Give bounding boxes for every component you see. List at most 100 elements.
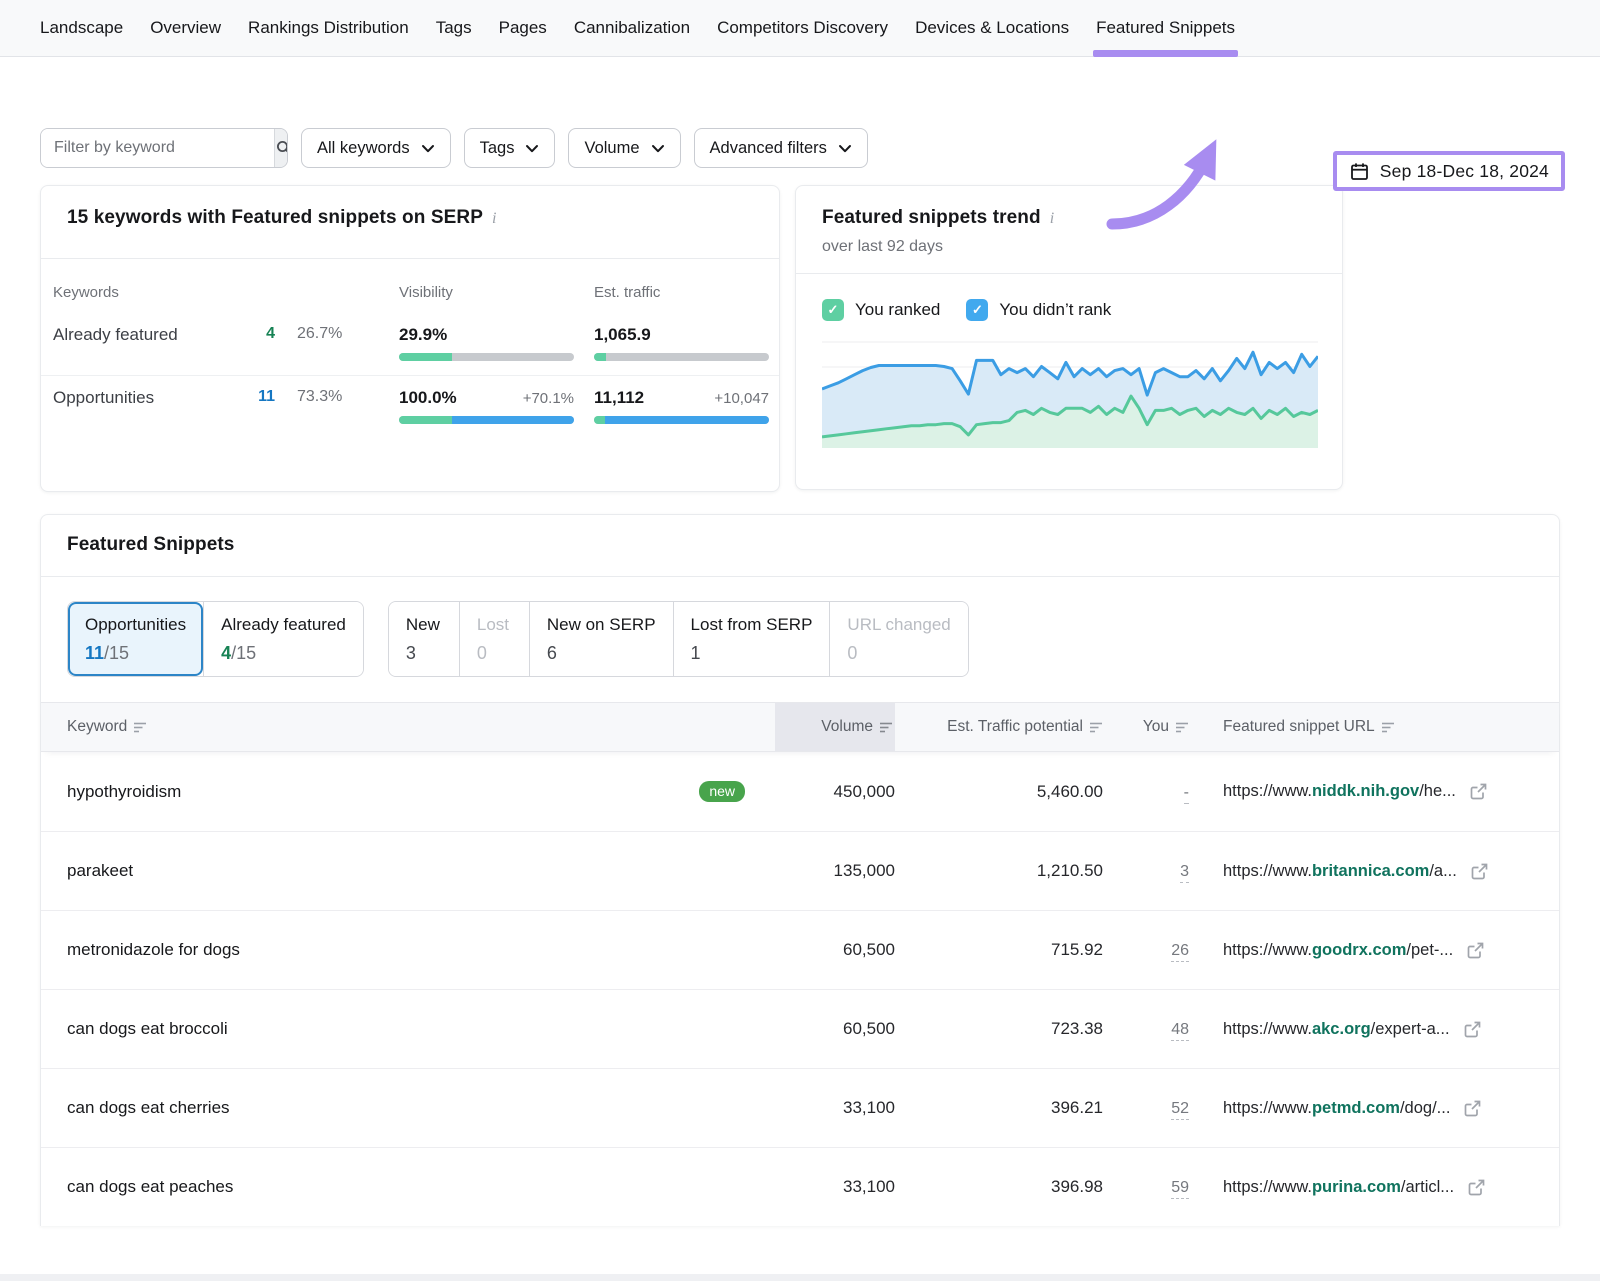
url-domain-link[interactable]: britannica.com (1312, 862, 1429, 881)
nav-featured-snippets-label: Featured Snippets (1096, 18, 1235, 37)
nav-devices-locations[interactable]: Devices & Locations (915, 18, 1069, 38)
new-badge: new (699, 781, 745, 802)
col-header-keyword[interactable]: Keyword (41, 703, 775, 751)
you-position-link[interactable]: 26 (1171, 942, 1189, 962)
you-position-link[interactable]: 52 (1171, 1100, 1189, 1120)
nav-cannibalization[interactable]: Cannibalization (574, 18, 690, 38)
tab-already-featured[interactable]: Already featured 4/15 (203, 602, 363, 676)
url-path: /articl... (1401, 1178, 1454, 1197)
opportunities-share: 73.3% (275, 388, 399, 406)
table-row: can dogs eat peaches 33,100 396.98 59 ht… (41, 1147, 1559, 1226)
tab-new-label: New (406, 615, 442, 635)
tab-new[interactable]: New 3 (389, 602, 459, 676)
tab-opportunities-total: /15 (104, 643, 129, 663)
url-domain-link[interactable]: goodrx.com (1312, 941, 1406, 960)
summary-col-visibility: Visibility (399, 284, 594, 301)
tab-new-on-serp[interactable]: New on SERP 6 (529, 602, 673, 676)
external-link-icon[interactable] (1463, 1099, 1482, 1118)
url-domain-link[interactable]: petmd.com (1312, 1099, 1400, 1118)
featured-snippets-panel: Featured Snippets Opportunities 11/15 Al… (40, 514, 1560, 1226)
you-position-link[interactable]: 48 (1171, 1021, 1189, 1041)
url-path: /he... (1419, 782, 1456, 801)
keyword-text: can dogs eat peaches (67, 1177, 233, 1197)
est-traffic-value: 396.98 (895, 1177, 1103, 1197)
dropdown-volume[interactable]: Volume (568, 128, 680, 168)
sort-icon (1090, 721, 1103, 733)
summary-card-title: 15 keywords with Featured snippets on SE… (67, 207, 483, 228)
nav-featured-snippets[interactable]: Featured Snippets (1096, 18, 1235, 38)
traffic-metric: 11,112+10,047 (594, 388, 781, 424)
url-domain-link[interactable]: niddk.nih.gov (1312, 782, 1419, 801)
you-position-link[interactable]: 59 (1171, 1179, 1189, 1199)
info-icon[interactable]: i (492, 210, 496, 227)
external-link-icon[interactable] (1466, 941, 1485, 960)
legend-you-ranked[interactable]: ✓ You ranked (822, 299, 940, 321)
status-tab-group: New 3 Lost 0 New on SERP 6 Lost from SER… (388, 601, 969, 677)
chevron-down-icon (838, 143, 852, 154)
date-range-picker[interactable]: Sep 18-Dec 18, 2024 (1333, 151, 1565, 191)
tab-lost-from-serp[interactable]: Lost from SERP 1 (673, 602, 830, 676)
url-domain-link[interactable]: purina.com (1312, 1178, 1401, 1197)
col-url-label: Featured snippet URL (1223, 718, 1375, 736)
chevron-down-icon (421, 143, 435, 154)
external-link-icon[interactable] (1469, 782, 1488, 801)
col-header-url[interactable]: Featured snippet URL (1189, 703, 1559, 751)
dropdown-tags[interactable]: Tags (464, 128, 556, 168)
opportunities-count[interactable]: 11 (239, 388, 275, 406)
col-header-est-traffic[interactable]: Est. Traffic potential (895, 703, 1103, 751)
est-traffic-value: 723.38 (895, 1019, 1103, 1039)
nav-overview[interactable]: Overview (150, 18, 221, 38)
keyword-filter (40, 128, 288, 168)
col-header-you[interactable]: You (1103, 703, 1189, 751)
active-tab-highlight (1093, 50, 1238, 57)
table-row: metronidazole for dogs 60,500 715.92 26 … (41, 910, 1559, 989)
url-path: /a... (1429, 862, 1457, 881)
volume-value: 450,000 (775, 782, 895, 802)
legend-you-didnt-rank[interactable]: ✓ You didn’t rank (966, 299, 1111, 321)
checkbox-you-ranked[interactable]: ✓ (822, 299, 844, 321)
already-featured-count[interactable]: 4 (239, 325, 275, 343)
nav-tags[interactable]: Tags (436, 18, 472, 38)
tab-lost-from-serp-label: Lost from SERP (691, 615, 813, 635)
keyword-text: can dogs eat cherries (67, 1098, 230, 1118)
nav-rankings-distribution[interactable]: Rankings Distribution (248, 18, 409, 38)
tab-lost[interactable]: Lost 0 (459, 602, 529, 676)
you-position-link[interactable]: 3 (1180, 863, 1189, 883)
url-prefix: https://www. (1223, 862, 1312, 881)
nav-pages[interactable]: Pages (499, 18, 547, 38)
sort-icon (880, 721, 893, 733)
checkbox-you-didnt-rank[interactable]: ✓ (966, 299, 988, 321)
tab-new-on-serp-label: New on SERP (547, 615, 656, 635)
nav-landscape[interactable]: Landscape (40, 18, 123, 38)
col-keyword-label: Keyword (67, 718, 127, 736)
external-link-icon[interactable] (1470, 862, 1489, 881)
main-content: Sep 18-Dec 18, 2024 All keywords (0, 128, 1600, 1226)
visibility-metric: 29.9% (399, 325, 594, 361)
legend-you-didnt-rank-label: You didn’t rank (999, 300, 1111, 320)
keyword-filter-input[interactable] (41, 129, 274, 167)
info-icon[interactable]: i (1050, 210, 1054, 227)
already-featured-share: 26.7% (275, 325, 399, 343)
dropdown-volume-label: Volume (584, 139, 639, 158)
tab-opportunities[interactable]: Opportunities 11/15 (68, 602, 203, 676)
col-header-volume[interactable]: Volume (775, 703, 895, 751)
external-link-icon[interactable] (1463, 1020, 1482, 1039)
url-domain-link[interactable]: akc.org (1312, 1020, 1371, 1039)
row-label: Opportunities (53, 388, 239, 408)
tab-lost-count: 0 (477, 643, 512, 664)
external-link-icon[interactable] (1467, 1178, 1486, 1197)
dropdown-advanced-filters[interactable]: Advanced filters (694, 128, 868, 168)
sort-icon (1382, 721, 1395, 733)
summary-row-opportunities: Opportunities 11 73.3% 100.0%+70.1% 11,1… (41, 375, 779, 438)
volume-value: 60,500 (775, 940, 895, 960)
dropdown-tags-label: Tags (480, 139, 515, 158)
dropdown-all-keywords[interactable]: All keywords (301, 128, 451, 168)
tab-url-changed[interactable]: URL changed 0 (829, 602, 967, 676)
trend-card-subtitle: over last 92 days (822, 238, 1316, 256)
primary-tab-group: Opportunities 11/15 Already featured 4/1… (67, 601, 364, 677)
search-button[interactable] (274, 129, 288, 167)
traffic-value: 11,112 (594, 388, 644, 408)
nav-competitors-discovery[interactable]: Competitors Discovery (717, 18, 888, 38)
est-traffic-value: 1,210.50 (895, 861, 1103, 881)
tab-new-count: 3 (406, 643, 442, 664)
